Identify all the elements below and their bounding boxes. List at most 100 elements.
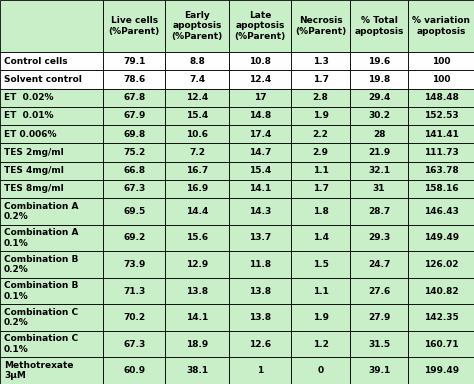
Bar [0,331,103,358]
Bar [165,0,229,52]
Bar [165,125,229,143]
Bar [103,358,165,384]
Bar [165,107,229,125]
Text: 152.53: 152.53 [424,111,458,121]
Text: 140.82: 140.82 [424,286,458,296]
Text: Combination B
0.1%: Combination B 0.1% [4,281,78,301]
Text: 19.8: 19.8 [368,75,390,84]
Bar [229,125,292,143]
Text: 12.9: 12.9 [186,260,209,269]
Text: 14.3: 14.3 [249,207,272,216]
Text: 1.7: 1.7 [312,75,328,84]
Bar [350,0,408,52]
Text: % Total
apoptosis: % Total apoptosis [355,16,404,36]
Bar [229,331,292,358]
Bar [350,358,408,384]
Bar [103,278,165,304]
Text: 30.2: 30.2 [368,111,390,121]
Bar [229,180,292,198]
Bar [0,143,103,162]
Bar [292,251,350,278]
Bar [292,331,350,358]
Bar [165,278,229,304]
Bar [165,304,229,331]
Bar [0,358,103,384]
Bar [350,180,408,198]
Bar [103,304,165,331]
Text: 24.7: 24.7 [368,260,390,269]
Text: 12.4: 12.4 [249,75,272,84]
Text: 142.35: 142.35 [424,313,458,322]
Text: 32.1: 32.1 [368,166,390,175]
Bar [165,180,229,198]
Bar [408,52,474,70]
Bar [103,89,165,107]
Bar [292,225,350,251]
Text: 141.41: 141.41 [424,130,458,139]
Bar [165,358,229,384]
Bar [350,70,408,89]
Bar [292,125,350,143]
Text: Combination A
0.1%: Combination A 0.1% [4,228,79,248]
Text: Combination A
0.2%: Combination A 0.2% [4,202,79,221]
Text: 160.71: 160.71 [424,340,458,349]
Bar [292,52,350,70]
Text: 149.49: 149.49 [424,233,459,242]
Bar [408,304,474,331]
Text: 0: 0 [318,366,324,375]
Text: 31: 31 [373,184,385,194]
Text: ET  0.02%: ET 0.02% [4,93,54,102]
Bar [408,358,474,384]
Text: TES 8mg/ml: TES 8mg/ml [4,184,64,194]
Text: 1: 1 [257,366,264,375]
Bar [408,143,474,162]
Bar [292,180,350,198]
Bar [292,162,350,180]
Text: 14.1: 14.1 [186,313,209,322]
Bar [292,304,350,331]
Text: 67.3: 67.3 [123,340,146,349]
Text: ET  0.01%: ET 0.01% [4,111,54,121]
Text: 111.73: 111.73 [424,148,458,157]
Bar [292,70,350,89]
Bar [408,180,474,198]
Text: 1.5: 1.5 [313,260,328,269]
Bar [350,198,408,225]
Text: 29.4: 29.4 [368,93,390,102]
Text: 10.6: 10.6 [186,130,208,139]
Text: 27.6: 27.6 [368,286,390,296]
Bar [292,0,350,52]
Text: 71.3: 71.3 [123,286,146,296]
Text: 27.9: 27.9 [368,313,390,322]
Bar [229,304,292,331]
Text: 1.3: 1.3 [313,56,328,66]
Bar [229,251,292,278]
Bar [103,162,165,180]
Bar [103,180,165,198]
Bar [408,107,474,125]
Bar [165,89,229,107]
Text: 28.7: 28.7 [368,207,390,216]
Text: 148.48: 148.48 [424,93,458,102]
Text: 15.4: 15.4 [249,166,272,175]
Text: 126.02: 126.02 [424,260,458,269]
Bar [165,70,229,89]
Text: 1.1: 1.1 [313,286,328,296]
Text: 13.7: 13.7 [249,233,272,242]
Bar [103,143,165,162]
Bar [408,89,474,107]
Bar [229,358,292,384]
Text: 19.6: 19.6 [368,56,390,66]
Bar [408,198,474,225]
Text: 1.9: 1.9 [312,313,328,322]
Text: 18.9: 18.9 [186,340,209,349]
Bar [408,70,474,89]
Text: Combination C
0.2%: Combination C 0.2% [4,308,78,327]
Text: 31.5: 31.5 [368,340,390,349]
Text: 7.4: 7.4 [189,75,205,84]
Bar [103,331,165,358]
Bar [292,107,350,125]
Bar [0,107,103,125]
Text: 11.8: 11.8 [249,260,271,269]
Text: 73.9: 73.9 [123,260,146,269]
